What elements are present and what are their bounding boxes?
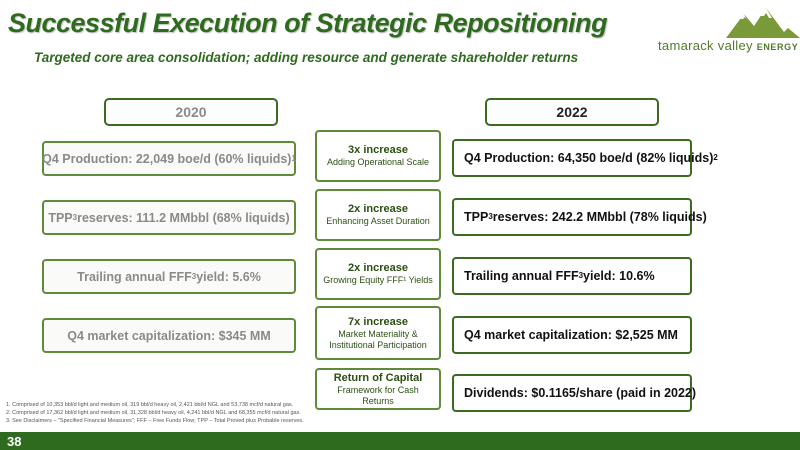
metric-text: Dividends: $0.1165/share (paid in 2022) [464,386,697,400]
metric-text: reserves: 111.2 MMbbl (68% liquids) [77,210,290,225]
logo-name: tamarack valley [658,38,753,53]
row-4-2022-metric: Q4 market capitalization: $2,525 MM [452,316,692,354]
change-description: Adding Operational Scale [326,157,430,167]
page-number: 38 [7,434,22,449]
row-2-2022-metric: TPP 3 reserves: 242.2 MMbbl (78% liquids) [452,198,707,236]
change-headline: 3x increase [348,144,408,156]
change-headline: Return of Capital [333,371,423,384]
footnote-2: 2. Comprised of 17,362 bbl/d light and m… [6,410,301,416]
metric-text: Trailing annual FFF [464,269,579,283]
change-headline: 2x increase [348,203,408,215]
row-4-change-box: 7x increase Market Materiality & Institu… [315,306,441,360]
change-description: Market Materiality & Institutional Parti… [329,328,427,350]
footnote-1: 1. Comprised of 10,353 bbl/d light and m… [6,402,294,408]
metric-text: yield: 10.6% [583,269,655,283]
row-1-2022-metric: Q4 Production: 64,350 boe/d (82% liquids… [452,139,718,177]
row-5-2022-metric: Dividends: $0.1165/share (paid in 2022) [452,374,696,412]
metric-text: reserves: 242.2 MMbbl (78% liquids) [492,210,707,224]
row-2-2020-metric: TPP 3 reserves: 111.2 MMbbl (68% liquids) [42,200,296,235]
metric-text: TPP [464,210,489,224]
change-description: Enhancing Asset Duration [326,216,430,226]
metric-text: Trailing annual FFF [77,269,192,284]
row-5-change-box: Return of Capital Framework for Cash Ret… [315,368,441,410]
row-1-change-box: 3x increase Adding Operational Scale [315,130,441,182]
company-logo: tamarack valley ENERGY [652,4,800,64]
page-subtitle: Targeted core area consolidation; adding… [34,50,579,65]
logo-suffix: ENERGY [756,42,799,52]
row-1-2020-metric: Q4 Production: 22,049 boe/d (60% liquids… [42,141,296,176]
mountains-icon [726,8,800,38]
row-2-change-box: 2x increase Enhancing Asset Duration [315,189,441,241]
row-3-change-box: 2x increase Growing Equity FFF¹ Yields [315,248,441,300]
footnote-3: 3. See Disclaimers – "Specified Financia… [6,418,304,424]
footer-bar: 38 [0,432,800,450]
row-4-2020-metric: Q4 market capitalization: $345 MM [42,318,296,353]
metric-text: Q4 market capitalization: $345 MM [67,328,271,343]
row-3-2022-metric: Trailing annual FFF 3 yield: 10.6% [452,257,692,295]
footnotes: 1. Comprised of 10,353 bbl/d light and m… [6,401,304,425]
change-headline: 7x increase [348,315,408,328]
change-description: Framework for Cash Returns [337,384,419,406]
metric-text: Q4 Production: 22,049 boe/d (60% liquids… [42,151,292,166]
row-3-2020-metric: Trailing annual FFF 3 yield: 5.6% [42,259,296,294]
year-2022-header: 2022 [485,98,659,126]
metric-text: TPP [48,210,73,225]
metric-text: Q4 Production: 64,350 boe/d (82% liquids… [464,151,714,165]
change-description: Growing Equity FFF¹ Yields [323,275,433,285]
page-title: Successful Execution of Strategic Reposi… [8,8,608,38]
metric-text: yield: 5.6% [196,269,261,284]
logo-wordmark: tamarack valley ENERGY [658,38,798,53]
change-headline: 2x increase [348,262,408,274]
year-2020-header: 2020 [104,98,278,126]
metric-text: Q4 market capitalization: $2,525 MM [464,328,678,342]
